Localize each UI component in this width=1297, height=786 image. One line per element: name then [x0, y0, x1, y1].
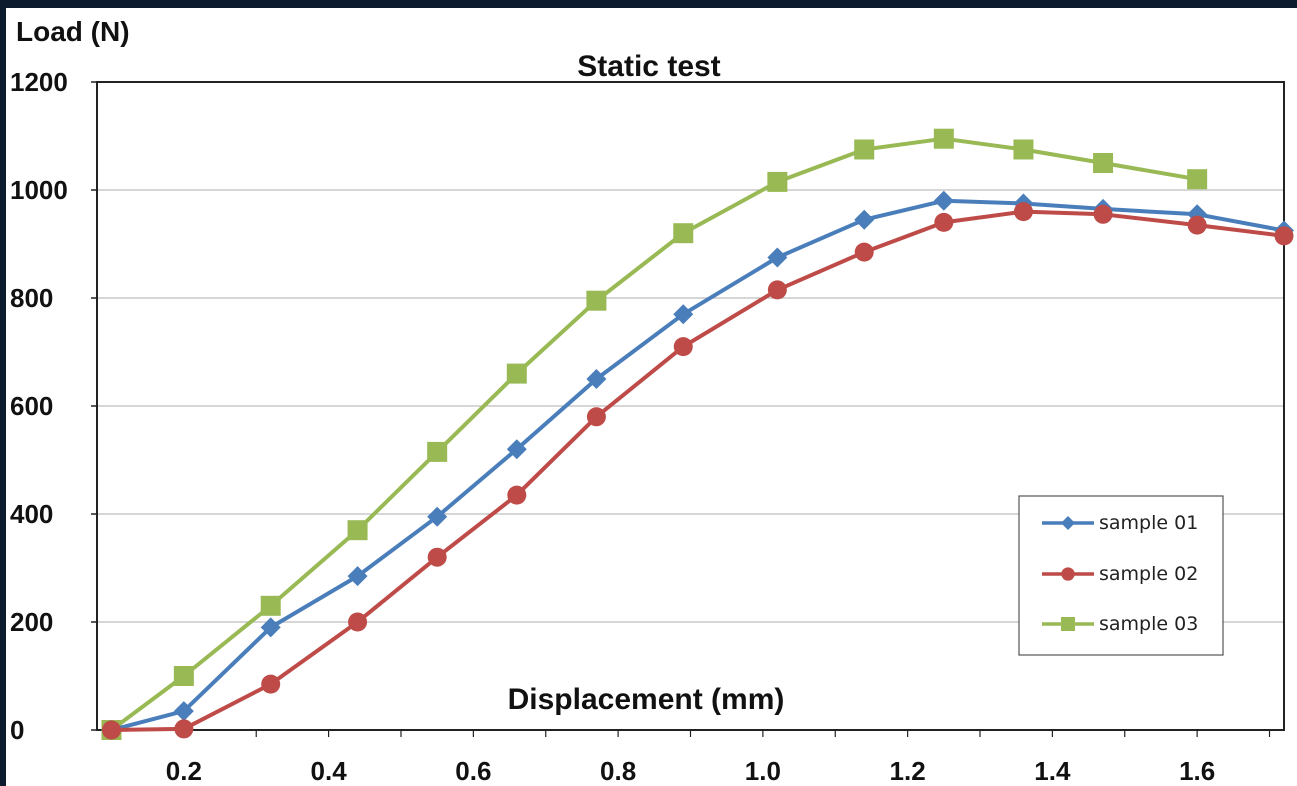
- series-sample-01: [101, 190, 1294, 740]
- data-point-circle: [1187, 215, 1207, 235]
- series-sample-03: [101, 128, 1208, 740]
- data-point-circle: [854, 242, 874, 262]
- data-point-circle: [348, 612, 368, 632]
- x-tick-label: 0.4: [311, 756, 348, 786]
- data-point-diamond: [173, 701, 194, 722]
- legend-label: sample 02: [1099, 563, 1198, 585]
- data-point-circle: [1013, 202, 1033, 222]
- data-point-diamond: [767, 247, 788, 268]
- y-axis-label: Load (N): [16, 16, 130, 47]
- data-point-circle: [261, 674, 281, 694]
- data-point-square: [506, 363, 527, 384]
- data-point-square: [933, 128, 954, 149]
- data-point-square: [260, 595, 281, 616]
- series-line: [110, 136, 1198, 732]
- legend-item: sample 01: [1042, 512, 1198, 534]
- y-tick-label: 0: [10, 715, 24, 745]
- y-tick-label: 400: [10, 499, 53, 529]
- data-point-circle: [586, 407, 606, 427]
- data-point-square: [427, 441, 448, 462]
- data-point-diamond: [427, 506, 448, 527]
- data-point-square: [673, 223, 694, 244]
- data-point-circle: [934, 212, 954, 232]
- data-point-diamond: [854, 209, 875, 230]
- data-point-square: [1061, 617, 1075, 631]
- data-point-diamond: [673, 304, 694, 325]
- data-point-square: [854, 139, 875, 160]
- data-point-circle: [427, 547, 447, 567]
- data-point-circle: [1093, 204, 1113, 224]
- x-tick-label: 0.2: [166, 756, 202, 786]
- x-axis-label: Displacement (mm): [508, 683, 785, 716]
- x-tick-label: 0.8: [600, 756, 636, 786]
- x-tick-label: 0.6: [455, 756, 491, 786]
- data-point-circle: [1274, 226, 1294, 246]
- legend-item: sample 03: [1042, 613, 1198, 635]
- y-tick-label: 800: [10, 283, 53, 313]
- data-point-diamond: [1061, 516, 1075, 530]
- data-point-square: [586, 290, 607, 311]
- y-tick-label: 1200: [10, 67, 68, 97]
- data-point-square: [347, 520, 368, 541]
- data-point-square: [1187, 169, 1208, 190]
- legend-label: sample 01: [1099, 512, 1198, 534]
- data-point-diamond: [260, 617, 281, 638]
- data-point-diamond: [586, 369, 607, 389]
- x-tick-label: 1.2: [890, 756, 926, 786]
- data-point-diamond: [933, 190, 954, 211]
- data-point-circle: [174, 719, 194, 739]
- data-point-circle: [101, 720, 121, 740]
- legend-item: sample 02: [1042, 563, 1198, 585]
- data-point-circle: [767, 280, 787, 300]
- data-point-circle: [1061, 567, 1075, 581]
- legend: sample 01 sample 02 sample 03: [1018, 495, 1224, 656]
- series-group: [101, 128, 1294, 740]
- data-point-circle: [673, 337, 693, 357]
- data-point-square: [767, 171, 788, 192]
- chart-title: Static test: [577, 50, 720, 83]
- data-point-diamond: [347, 566, 368, 587]
- legend-label: sample 03: [1099, 613, 1198, 635]
- data-point-circle: [507, 485, 527, 505]
- series-sample-02: [101, 202, 1294, 740]
- data-point-square: [1093, 153, 1114, 173]
- data-point-diamond: [506, 439, 527, 460]
- axes: 0 200 400 600 800 1000 1200 0.2 0.4 0.6 0.8 1.0 1.2 1…: [10, 67, 1271, 786]
- data-point-square: [1013, 139, 1034, 160]
- y-tick-label: 200: [10, 607, 53, 637]
- static-test-chart: 0 200 400 600 800 1000 1200 0.2 0.4 0.6 0.8 1.0 1.2 1…: [10, 16, 1294, 786]
- chart-panel: 0 200 400 600 800 1000 1200 0.2 0.4 0.6 0.8 1.0 1.2 1…: [6, 8, 1297, 786]
- x-tick-label: 1.0: [745, 756, 781, 786]
- x-tick-label: 1.4: [1034, 756, 1071, 786]
- data-point-square: [173, 666, 194, 686]
- y-tick-label: 1000: [10, 175, 68, 205]
- y-tick-label: 600: [10, 391, 53, 421]
- x-tick-label: 1.6: [1179, 756, 1215, 786]
